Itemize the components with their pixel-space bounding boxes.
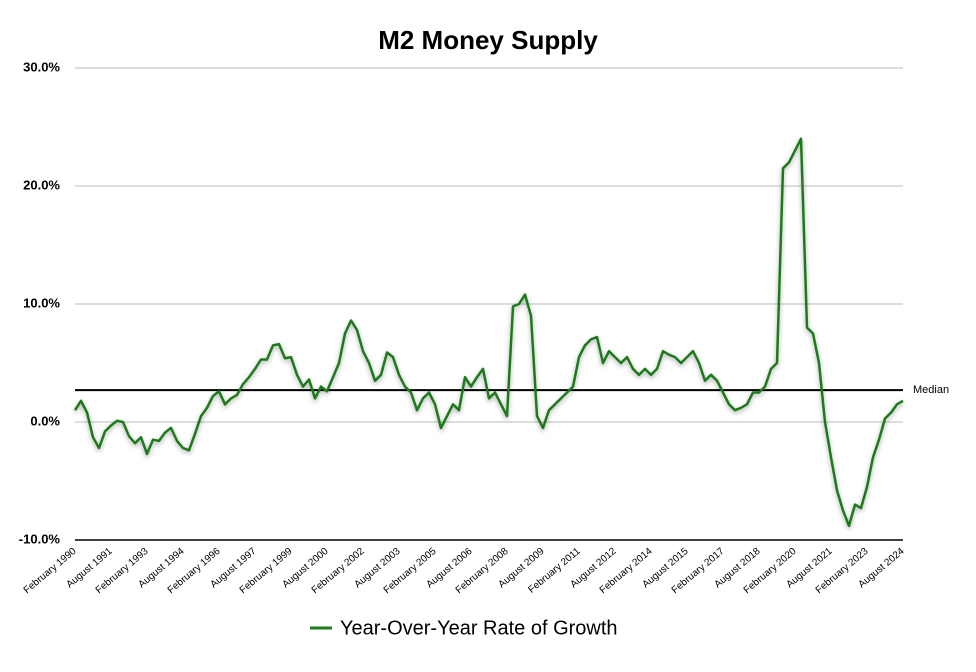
y-tick-label: -10.0% <box>19 531 61 546</box>
chart-title: M2 Money Supply <box>378 25 598 55</box>
y-tick-label: 20.0% <box>23 177 60 192</box>
y-tick-label: 10.0% <box>23 295 60 310</box>
y-tick-label: 0.0% <box>30 413 60 428</box>
legend-label: Year-Over-Year Rate of Growth <box>340 617 618 639</box>
median-label: Median <box>913 384 949 396</box>
data-line <box>73 137 904 528</box>
y-tick-label: 30.0% <box>23 59 60 74</box>
